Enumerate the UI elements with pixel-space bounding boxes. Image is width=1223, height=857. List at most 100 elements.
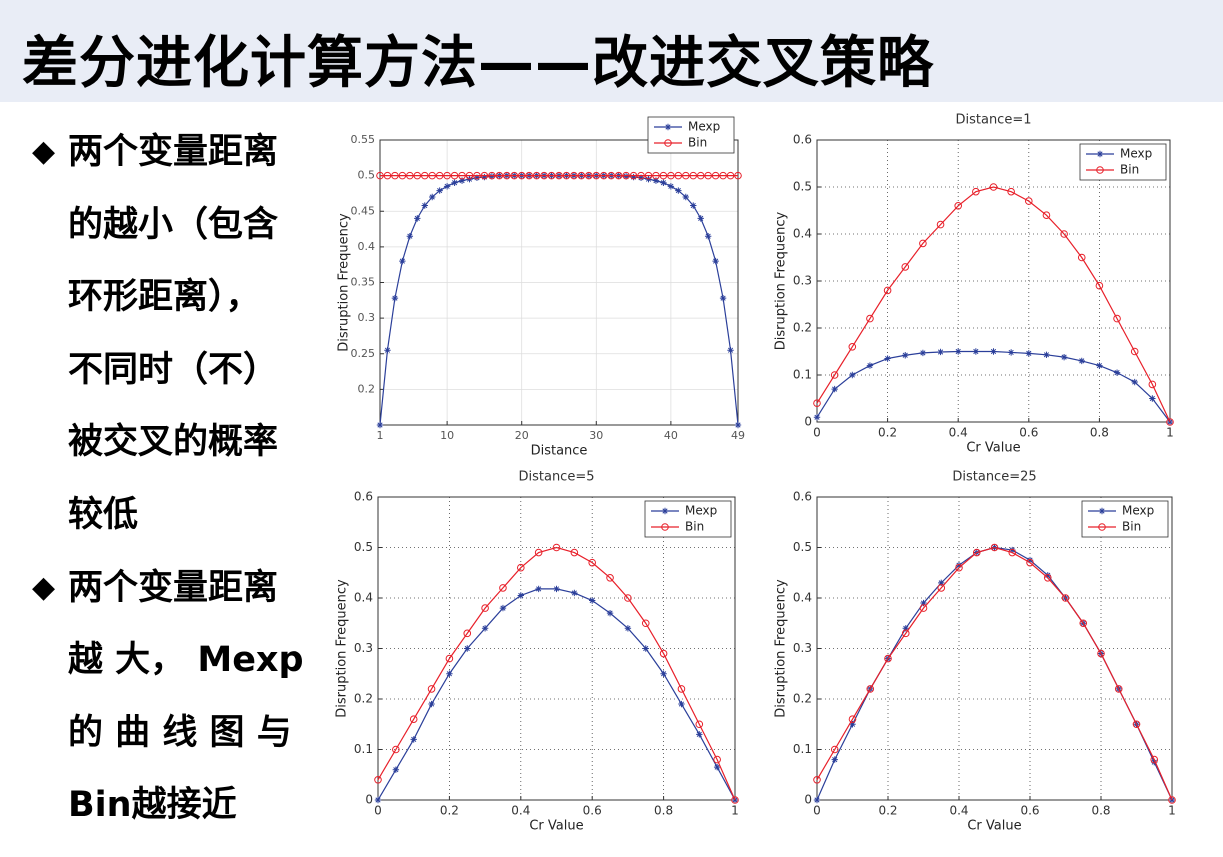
legend-label: Bin	[685, 520, 704, 534]
legend-label: Mexp	[1120, 147, 1152, 161]
data-point	[937, 584, 946, 592]
data-point	[585, 171, 593, 180]
data-point	[637, 174, 645, 181]
x-tick-label: 0.4	[511, 804, 530, 818]
chart-title: Distance=1	[955, 113, 1031, 128]
x-tick-label: 40	[664, 429, 678, 442]
data-point	[849, 371, 856, 379]
data-point	[1098, 507, 1106, 515]
data-point	[629, 171, 638, 180]
data-point	[719, 171, 727, 180]
y-axis-label: Disruption Frequency	[774, 211, 789, 350]
data-point	[463, 629, 472, 638]
data-point	[427, 685, 436, 693]
bullet-line: 被交叉的概率	[68, 422, 279, 463]
x-tick-label: 1	[1166, 426, 1174, 440]
data-point	[1132, 720, 1141, 729]
data-point	[392, 745, 400, 754]
data-point	[1113, 369, 1121, 376]
data-point	[443, 171, 451, 180]
data-point	[1007, 349, 1015, 356]
data-point	[884, 654, 892, 663]
x-tick-label: 0.6	[1020, 804, 1039, 818]
data-point	[938, 579, 945, 587]
data-point	[376, 171, 384, 180]
data-point	[458, 171, 466, 180]
data-point	[884, 355, 891, 362]
data-point	[553, 585, 560, 593]
series-line	[816, 186, 1171, 423]
y-tick-label: 0.55	[351, 133, 376, 146]
x-tick-label: 0.2	[440, 804, 459, 818]
data-point	[919, 239, 927, 248]
data-point	[1042, 211, 1051, 219]
x-tick-label: 30	[589, 429, 603, 442]
data-point	[622, 173, 630, 180]
data-point	[510, 171, 519, 180]
data-point	[667, 183, 675, 190]
data-point	[920, 599, 927, 607]
data-point	[681, 171, 690, 180]
data-point	[481, 625, 489, 632]
data-point	[383, 171, 392, 180]
data-point	[689, 171, 698, 180]
data-point	[990, 348, 997, 355]
y-tick-label: 0.6	[354, 490, 373, 504]
y-tick-label: 0.2	[358, 382, 376, 395]
data-point	[488, 171, 496, 180]
data-point	[661, 507, 669, 515]
data-point	[374, 796, 382, 804]
data-point	[555, 171, 563, 180]
data-point	[540, 171, 548, 180]
data-point	[990, 543, 999, 552]
data-point	[606, 609, 614, 617]
data-point	[624, 625, 632, 632]
data-point	[659, 649, 668, 658]
data-point	[989, 183, 998, 191]
data-point	[413, 171, 422, 180]
data-point	[1150, 755, 1159, 764]
data-point	[831, 756, 838, 763]
data-point	[374, 776, 382, 784]
legend-box	[644, 500, 732, 538]
data-point	[399, 257, 406, 265]
chart-title: Distance=5	[518, 470, 594, 485]
data-point	[450, 171, 459, 180]
legend-box	[1079, 143, 1167, 181]
data-point	[614, 171, 623, 180]
x-axis-label: Cr Value	[967, 819, 1021, 834]
data-point	[464, 645, 471, 652]
data-point	[713, 755, 721, 764]
data-point	[704, 171, 712, 180]
bullet-line: 两个变量距离	[32, 132, 278, 172]
data-point	[664, 139, 672, 147]
data-point	[534, 548, 543, 557]
data-point	[696, 171, 705, 180]
data-point	[465, 171, 474, 180]
data-point	[1166, 418, 1174, 426]
data-point	[458, 177, 466, 184]
data-point	[606, 574, 614, 582]
data-point	[1148, 380, 1157, 389]
data-point	[697, 215, 704, 222]
plot-area	[378, 497, 735, 800]
data-point	[410, 736, 417, 743]
y-axis-label: Disruption Frequency	[335, 579, 350, 718]
data-point	[552, 543, 561, 552]
data-point	[813, 796, 821, 804]
data-point	[1077, 253, 1086, 262]
data-point	[392, 766, 400, 773]
data-point	[901, 629, 910, 638]
data-point	[1026, 558, 1034, 567]
data-point	[848, 715, 857, 724]
data-point	[571, 589, 578, 597]
data-point	[1008, 548, 1017, 557]
y-tick-label: 0.5	[793, 180, 812, 194]
data-point	[589, 597, 596, 604]
x-tick-label: 0.6	[1019, 426, 1038, 440]
data-point	[435, 171, 444, 180]
x-tick-label: 0.2	[878, 426, 897, 440]
data-point	[562, 171, 571, 180]
data-point	[1168, 796, 1176, 804]
